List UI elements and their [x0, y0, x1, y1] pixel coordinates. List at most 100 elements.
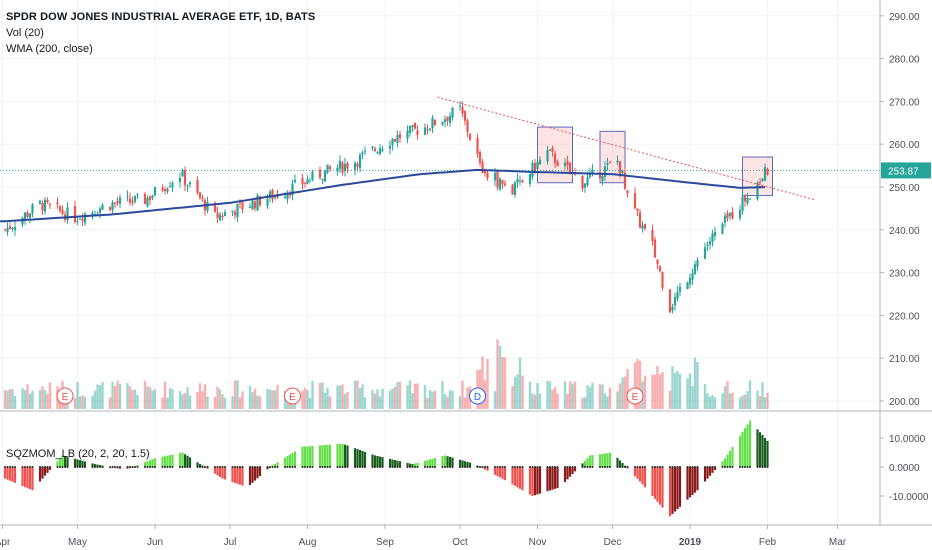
momentum-bar: [446, 456, 449, 467]
candle-body: [668, 289, 672, 313]
squeeze-dot: [161, 466, 164, 468]
candle: [346, 161, 349, 174]
candle-body: [73, 205, 77, 223]
volume-indicator-label[interactable]: Vol (20): [6, 27, 44, 39]
candle-body: [218, 214, 222, 221]
event-marker-circle: [626, 387, 644, 405]
candle: [178, 172, 182, 188]
candle-body: [536, 161, 539, 170]
squeeze-dot: [444, 466, 446, 468]
momentum-bar: [336, 444, 339, 467]
momentum-bar: [618, 460, 622, 467]
candle: [151, 194, 154, 201]
candle-body: [91, 212, 94, 215]
candle: [321, 178, 324, 185]
momentum-bar: [731, 446, 734, 467]
squeeze-dot: [476, 466, 479, 468]
squeeze-dot: [679, 466, 681, 468]
candle: [188, 180, 192, 188]
candle: [28, 213, 32, 224]
squeeze-dot: [566, 466, 569, 468]
squeeze-dot: [546, 466, 549, 468]
volume-bar: [21, 388, 24, 409]
volume-bar: [518, 357, 522, 409]
candle-body: [451, 107, 454, 118]
volume-bar: [713, 397, 717, 409]
candle: [636, 208, 639, 217]
volume-bar: [133, 389, 137, 409]
wma-indicator-label[interactable]: WMA (200, close): [6, 43, 93, 55]
last-price-tag: 253.87: [881, 162, 931, 179]
volume-bar: [373, 393, 377, 409]
candle-body: [328, 166, 332, 169]
squeeze-dot: [624, 466, 626, 468]
candle-body: [483, 171, 487, 173]
squeeze-dot: [359, 466, 361, 468]
momentum-bar: [621, 463, 624, 467]
momentum-bar: [691, 467, 694, 495]
candle: [381, 145, 384, 153]
candle: [198, 191, 202, 201]
momentum-bar: [536, 467, 539, 495]
momentum-bar: [301, 446, 304, 467]
volume-bar: [413, 383, 417, 409]
candle-body: [621, 170, 624, 173]
sqzmom-indicator-label[interactable]: SQZMOM_LB (20, 2, 20, 1.5): [6, 448, 150, 460]
candle: [131, 196, 134, 206]
momentum-bar: [706, 467, 709, 479]
volume-bar: [188, 395, 192, 409]
momentum-bar: [288, 454, 292, 467]
candle-body: [643, 224, 647, 229]
squeeze-dot: [339, 466, 341, 468]
momentum-bar: [166, 455, 169, 467]
momentum-bar: [551, 467, 554, 490]
squeeze-dot: [251, 466, 254, 468]
momentum-bar: [13, 467, 17, 483]
price-tick-label: 220.00: [889, 311, 920, 322]
volume-bar: [671, 366, 674, 409]
volume-bar: [756, 390, 759, 409]
candle: [651, 224, 654, 246]
candle-body: [213, 202, 217, 212]
momentum-bar: [93, 464, 97, 467]
squeeze-dot: [154, 466, 156, 468]
candle: [673, 292, 677, 311]
volume-bar: [618, 383, 622, 409]
candle: [501, 179, 504, 189]
momentum-bar: [308, 446, 312, 467]
candle: [343, 158, 347, 177]
candle-body: [338, 160, 342, 169]
candle: [711, 229, 714, 247]
candle: [26, 210, 29, 218]
volume-bar: [443, 394, 447, 409]
momentum-bar: [181, 452, 184, 467]
squeeze-dot: [766, 466, 769, 468]
squeeze-dot: [379, 466, 381, 468]
candle-body: [551, 148, 554, 152]
candle-body: [146, 197, 149, 207]
momentum-bar: [48, 467, 52, 470]
volume-bar: [301, 390, 304, 409]
volume-bar: [726, 381, 729, 409]
volume-bar: [536, 383, 539, 409]
squeeze-dot: [321, 466, 324, 468]
momentum-bar: [318, 445, 322, 467]
candle-body: [356, 163, 359, 167]
volume-bar: [11, 389, 14, 409]
squeeze-dot: [731, 466, 734, 468]
candle-body: [511, 184, 514, 195]
momentum-bar: [723, 458, 727, 467]
time-tick-label: Nov: [529, 537, 547, 548]
squeeze-dot: [96, 466, 99, 468]
squeeze-dot: [511, 466, 514, 468]
squeeze-dot: [131, 466, 134, 468]
chart-title[interactable]: SPDR DOW JONES INDUSTRIAL AVERAGE ETF, 1…: [6, 11, 316, 23]
momentum-bar: [373, 455, 377, 467]
squeeze-dot: [461, 466, 464, 468]
momentum-bar: [328, 444, 332, 467]
candle-body: [608, 161, 612, 163]
momentum-bar: [416, 462, 419, 467]
candle-body: [546, 150, 549, 162]
